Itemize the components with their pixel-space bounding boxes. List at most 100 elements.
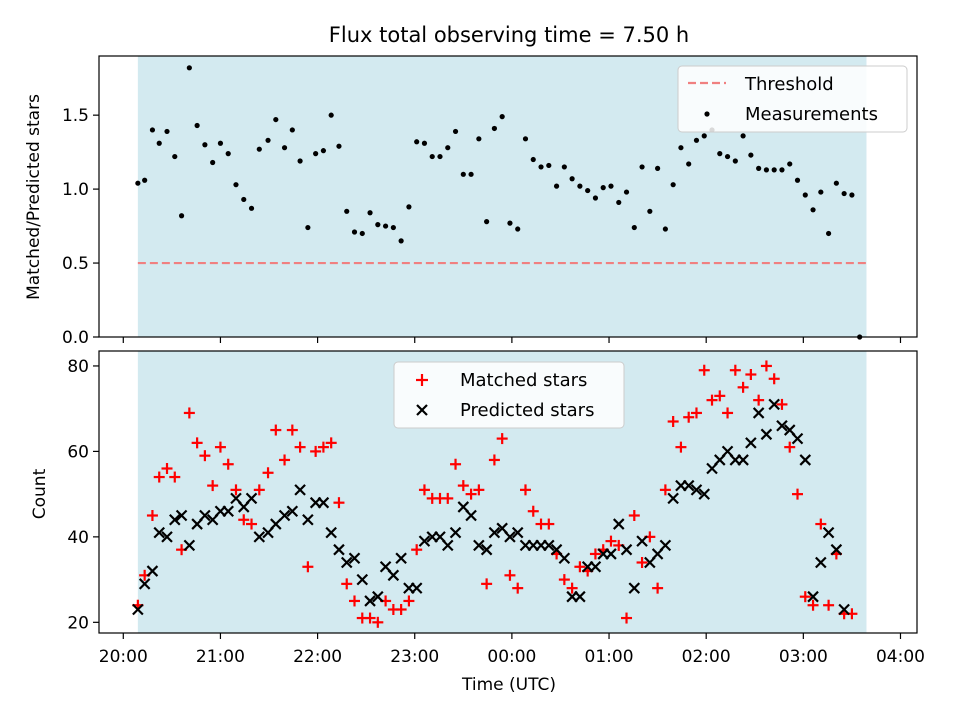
matched-stars-point bbox=[341, 578, 353, 590]
measurement-point bbox=[569, 176, 575, 182]
legend-threshold-label: Threshold bbox=[744, 74, 834, 95]
measurement-point bbox=[717, 151, 723, 157]
measurement-point bbox=[149, 127, 156, 133]
matched-stars-point bbox=[457, 480, 469, 492]
predicted-stars-point bbox=[286, 505, 299, 518]
measurement-point bbox=[756, 165, 762, 171]
bottom-y-tick-label: 60 bbox=[67, 442, 89, 462]
matched-stars-point bbox=[768, 373, 780, 385]
predicted-stars-point bbox=[146, 565, 159, 577]
bottom-y-tick-label: 20 bbox=[67, 613, 89, 633]
measurement-point bbox=[670, 182, 676, 188]
matched-stars-point bbox=[364, 612, 376, 624]
top-chart-title: Flux total observing time = 7.50 h bbox=[329, 23, 689, 47]
predicted-stars-point bbox=[698, 488, 711, 500]
measurement-point bbox=[802, 192, 808, 198]
predicted-stars-point bbox=[418, 535, 431, 547]
predicted-stars-point bbox=[333, 543, 345, 556]
predicted-stars-point bbox=[830, 543, 843, 556]
matched-stars-point bbox=[481, 578, 493, 590]
predicted-stars-point bbox=[745, 437, 757, 449]
matched-stars-point bbox=[310, 445, 322, 457]
measurement-point bbox=[763, 167, 770, 173]
measurement-point bbox=[468, 171, 474, 177]
measurement-point bbox=[328, 112, 334, 118]
top-axes-frame bbox=[98, 55, 918, 338]
predicted-stars-point bbox=[822, 526, 835, 539]
matched-stars-point bbox=[230, 484, 242, 496]
matched-stars-point bbox=[605, 535, 617, 547]
predicted-stars-point bbox=[838, 603, 850, 616]
measurement-point bbox=[616, 199, 622, 206]
matched-stars-point bbox=[714, 390, 726, 402]
matched-stars-point bbox=[153, 471, 165, 483]
matched-stars-point bbox=[161, 463, 173, 474]
matched-stars-point bbox=[411, 544, 423, 556]
top-y-tick-label: 0.5 bbox=[62, 254, 89, 274]
measurement-point bbox=[546, 162, 552, 169]
measurement-point bbox=[662, 226, 668, 232]
predicted-stars-point bbox=[620, 543, 633, 556]
matched-stars-point bbox=[543, 518, 555, 530]
matched-stars-point bbox=[527, 505, 539, 517]
matched-stars-point bbox=[418, 484, 430, 496]
matched-stars-point bbox=[286, 424, 298, 436]
matched-stars-point bbox=[317, 441, 329, 453]
measurement-point bbox=[351, 229, 358, 235]
predicted-stars-point bbox=[543, 539, 555, 552]
matched-stars-point bbox=[815, 518, 827, 530]
measurement-point bbox=[344, 208, 350, 214]
x-tick-label: 02:00 bbox=[682, 647, 731, 667]
predicted-stars-point bbox=[364, 595, 376, 607]
measurement-point bbox=[265, 137, 271, 143]
measurement-point bbox=[429, 153, 435, 160]
x-tick-label: 00:00 bbox=[487, 647, 536, 667]
measurement-point bbox=[156, 140, 162, 146]
legend-measurements-label: Measurements bbox=[745, 104, 878, 125]
matched-stars-point bbox=[745, 369, 757, 380]
measurement-point bbox=[297, 158, 303, 164]
top-y-tick-label: 0.0 bbox=[62, 328, 89, 348]
measurement-point bbox=[693, 137, 700, 143]
measurement-point bbox=[701, 133, 707, 139]
measurement-point bbox=[445, 145, 451, 151]
bottom-chart-y-axis-label: Count bbox=[30, 468, 50, 519]
top-legend-frame bbox=[677, 65, 908, 133]
measurement-point bbox=[686, 161, 692, 167]
measurement-point bbox=[639, 164, 645, 170]
matched-stars-point bbox=[683, 411, 695, 423]
measurement-point bbox=[825, 230, 832, 237]
measurement-point bbox=[849, 192, 855, 198]
predicted-stars-point bbox=[387, 569, 400, 582]
matched-stars-point bbox=[270, 424, 282, 436]
matched-stars-point bbox=[690, 407, 702, 419]
predicted-stars-point bbox=[558, 552, 571, 565]
measurement-point bbox=[390, 224, 396, 231]
x-tick-label: 21:00 bbox=[196, 647, 245, 667]
measurement-point bbox=[135, 180, 141, 186]
measurement-point bbox=[194, 122, 200, 129]
matched-stars-point bbox=[488, 454, 500, 466]
measurement-point bbox=[522, 136, 529, 142]
measurement-point bbox=[233, 182, 239, 188]
measurement-point bbox=[810, 207, 816, 213]
measurement-point bbox=[367, 210, 373, 216]
x-tick-label: 23:00 bbox=[390, 647, 439, 667]
matched-stars-point bbox=[760, 360, 772, 372]
measurement-point bbox=[210, 159, 216, 166]
measurement-point bbox=[732, 158, 738, 164]
predicted-stars-point bbox=[222, 505, 234, 518]
predicted-stars-point bbox=[132, 603, 144, 616]
matched-stars-point bbox=[729, 364, 741, 376]
measurement-point bbox=[202, 142, 208, 148]
measurement-point bbox=[281, 145, 288, 151]
matched-stars-point bbox=[628, 510, 640, 521]
matched-stars-point bbox=[519, 484, 531, 496]
predicted-stars-point bbox=[168, 513, 181, 526]
matched-stars-point bbox=[325, 437, 337, 449]
matched-stars-point bbox=[372, 616, 384, 628]
predicted-stars-point bbox=[628, 582, 641, 594]
matched-stars-point bbox=[214, 441, 226, 453]
matched-stars-point bbox=[621, 612, 633, 624]
